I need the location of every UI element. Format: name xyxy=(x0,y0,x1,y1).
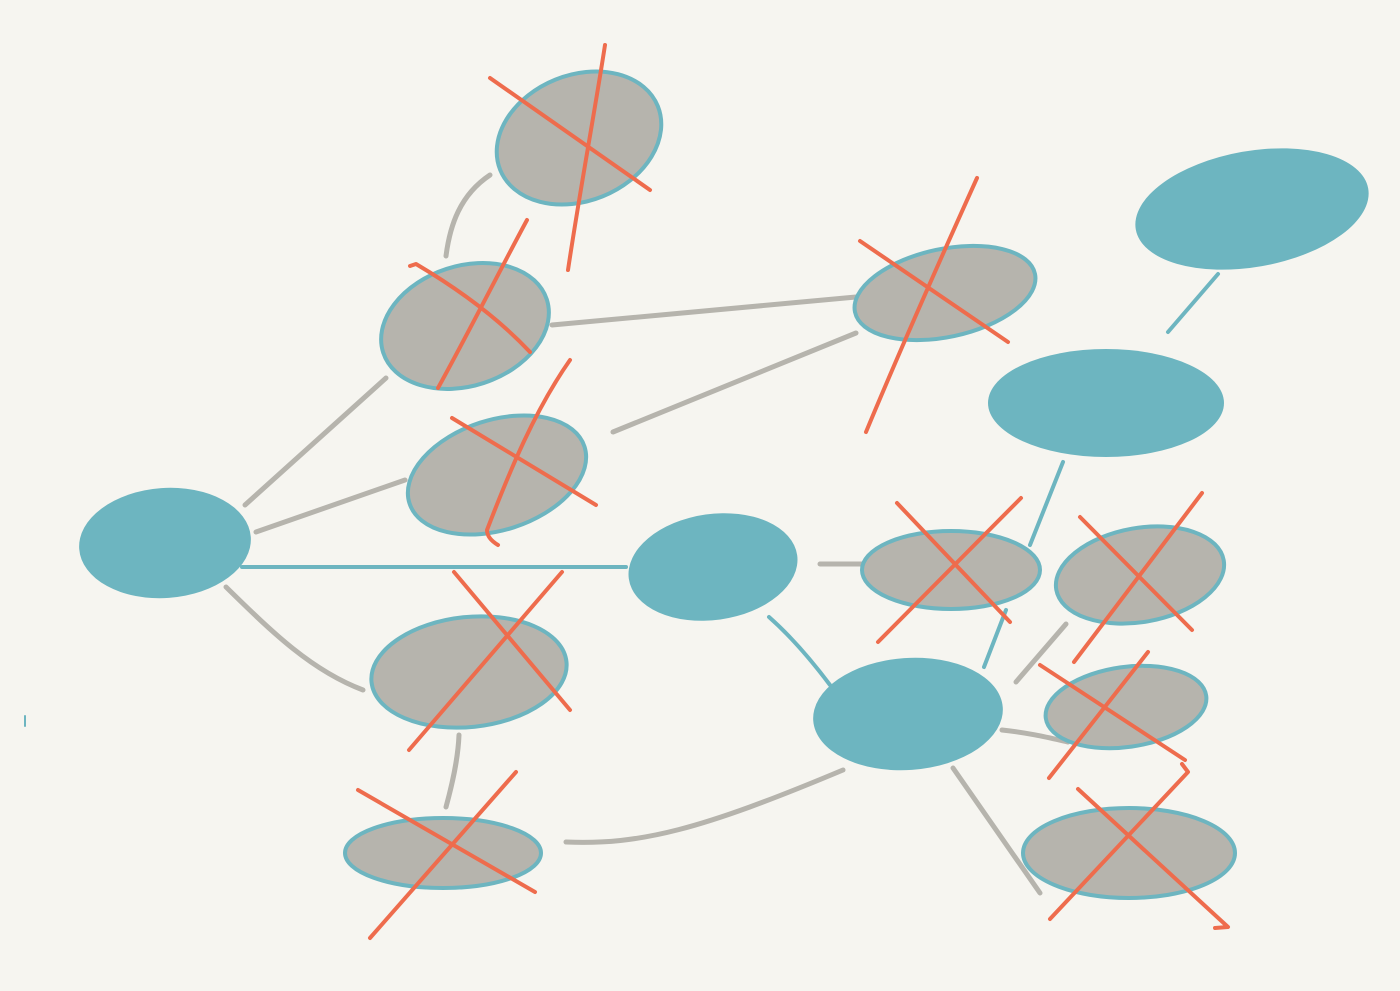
cross-mark-right-a xyxy=(1072,491,1204,664)
edge-lower-center-right-a xyxy=(1013,621,1069,685)
edge-bottom-left-lower-center xyxy=(563,767,846,845)
edge-upper-left-top xyxy=(443,172,493,259)
edge-root-upper-left xyxy=(242,375,389,508)
edge-upper-left-upper-middle xyxy=(549,294,859,328)
edge-lower-center-bottom-right xyxy=(950,765,1043,896)
node-right-large xyxy=(988,349,1224,457)
cross-mark-bottom-right xyxy=(1048,762,1230,930)
edges xyxy=(24,172,1220,896)
cross-mark-right-b xyxy=(1038,650,1187,780)
cross-mark-top xyxy=(488,43,652,272)
cross-marks xyxy=(356,43,1230,940)
node-lower-center xyxy=(813,657,1003,771)
edge-root-middle-left xyxy=(253,477,408,535)
cross-mark-center-right xyxy=(876,496,1023,644)
edge-root-lower-left xyxy=(223,584,366,693)
edge-center-lower-center xyxy=(767,615,832,687)
node-lower-left xyxy=(369,614,569,730)
edge-lower-center-right-large xyxy=(982,460,1065,669)
edge-right-large-top-right xyxy=(1166,272,1220,334)
edge-middle-left-upper-middle xyxy=(610,330,859,435)
cross-mark-lower-left xyxy=(407,570,572,752)
node-center xyxy=(628,513,798,621)
nodes xyxy=(79,69,1369,900)
node-root xyxy=(79,487,251,599)
cross-mark-upper-middle xyxy=(858,176,1010,434)
cross-mark-upper-left xyxy=(408,218,532,390)
edge-lower-left-bottom-left xyxy=(443,732,462,810)
node-top-right xyxy=(1135,148,1369,270)
node-right-b xyxy=(1043,663,1209,751)
node-bottom-right xyxy=(1021,806,1237,900)
node-middle-left xyxy=(405,413,589,537)
cross-mark-bottom-left xyxy=(356,770,537,940)
node-upper-left xyxy=(379,261,551,391)
cross-mark-middle-left xyxy=(450,358,598,547)
